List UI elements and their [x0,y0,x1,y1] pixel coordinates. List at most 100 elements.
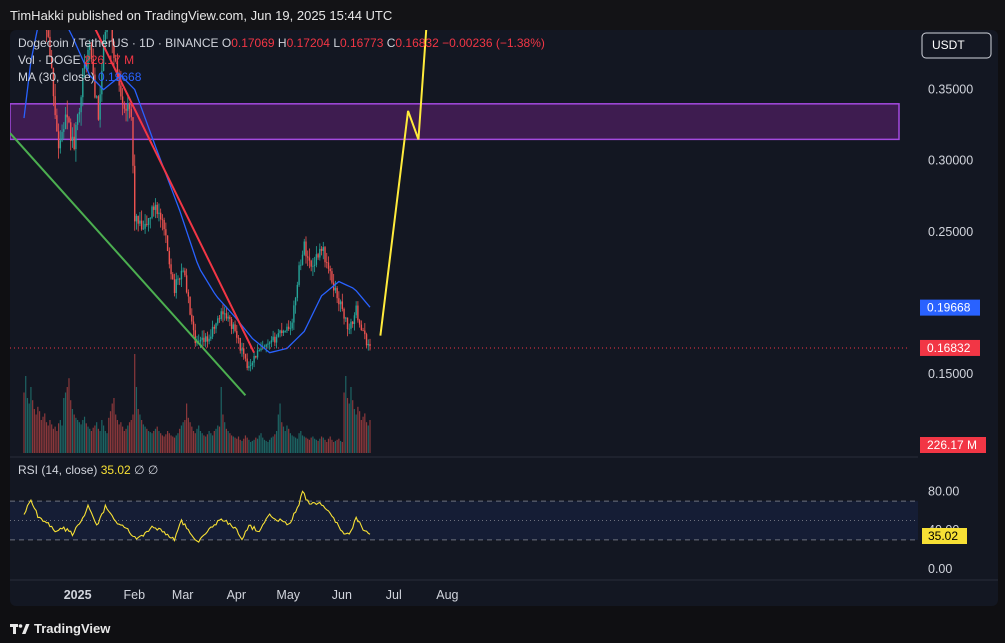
candle-body [220,311,222,319]
volume-bar [320,436,323,453]
candle-body [173,279,176,293]
candle-body [287,326,290,329]
volume-bar [275,431,278,453]
volume-bar [258,435,260,453]
candle-body [144,223,146,229]
volume-bar [307,438,309,453]
candle-body [360,324,363,331]
volume-bar [315,439,317,453]
volume-bar [231,435,233,453]
volume-bar [263,439,266,453]
volume-bar [156,426,158,453]
volume-bar [161,435,163,453]
volume-bar [262,437,264,453]
volume-bar [25,376,27,453]
candle-body [75,124,77,150]
candle-body [106,30,108,33]
time-tick-label: Jun [332,588,352,602]
time-tick-label: Mar [172,588,194,602]
volume-bar [70,400,72,453]
candle-body [317,254,319,258]
candle-body [47,30,49,37]
candle-body [307,256,309,258]
candle-body [251,362,254,366]
volume-bar [28,403,30,453]
candle-body [95,96,98,98]
candle-body [170,264,172,275]
candle-body [244,354,247,359]
volume-bar [327,438,330,453]
volume-bar [298,433,300,453]
volume-bar [281,422,283,453]
volume-bar [253,439,255,453]
candle-body [248,365,250,368]
candle-body [364,330,366,335]
candle-body [49,36,51,57]
volume-bar [177,433,179,453]
volume-bar [237,436,240,453]
volume-bar [317,440,319,453]
volume-bar [35,414,37,453]
candle-body [345,317,347,319]
price-chart[interactable]: 0.550000.500000.450000.400000.350000.300… [10,30,998,606]
candle-body [260,348,262,351]
volume-bar [77,420,79,453]
volume-bar [296,438,298,453]
volume-bar [345,376,347,453]
candle-body [64,114,67,130]
volume-bar [109,411,112,453]
rsi-extra-2: ∅ [148,463,158,477]
candle-body [331,271,333,283]
tradingview-logo[interactable]: TradingView [10,620,110,636]
volume-bar [222,414,224,453]
candle-body [322,247,324,251]
volume-bar [147,431,150,453]
candle-body [111,30,113,42]
candle-body [367,343,369,346]
candle-body [365,334,368,346]
volume-bar [274,434,276,453]
volume-bar [289,433,292,453]
candle-body [132,117,134,166]
chart-frame[interactable]: 0.550000.500000.450000.400000.350000.300… [10,30,998,606]
candle-body [90,44,93,60]
candle-body [327,262,330,269]
volume-bar [32,400,34,453]
candle-body [128,103,131,109]
open-label: O [222,36,231,50]
volume-bar [329,436,331,453]
volume-bar [301,435,304,453]
price-badge-text: 0.19668 [927,301,971,315]
volume-label: Vol · DOGE [18,53,84,67]
volume-bar [326,442,328,453]
volume-bar [85,423,87,453]
rsi-legend: RSI (14, close) 35.02 ∅ ∅ [18,463,158,477]
candle-body [369,343,371,347]
volume-bar [232,436,234,453]
candle-body [258,350,260,352]
candle-body [56,115,58,132]
open-value: 0.17069 [231,36,278,50]
volume-bar [227,431,229,453]
resistance-zone-2 [10,103,900,141]
candle-body [296,284,299,298]
candle-body [358,320,361,325]
downtrend-line [94,30,255,354]
rsi-line [23,490,371,543]
volume-bar [49,420,51,453]
volume-bar [308,439,311,453]
currency-button[interactable] [921,32,992,59]
candle-body [255,356,257,358]
volume-bar [291,435,293,453]
volume-bar [23,392,25,453]
volume-bar [118,424,120,453]
candle-body [339,301,342,305]
volume-bar [108,417,110,453]
candle-body [89,44,91,50]
candle-body [274,336,276,343]
candle-body [168,251,171,265]
rsi-value: 35.02 [101,463,134,477]
time-tick-label: May [276,588,300,602]
volume-bar [142,424,144,453]
candle-body [134,165,136,222]
